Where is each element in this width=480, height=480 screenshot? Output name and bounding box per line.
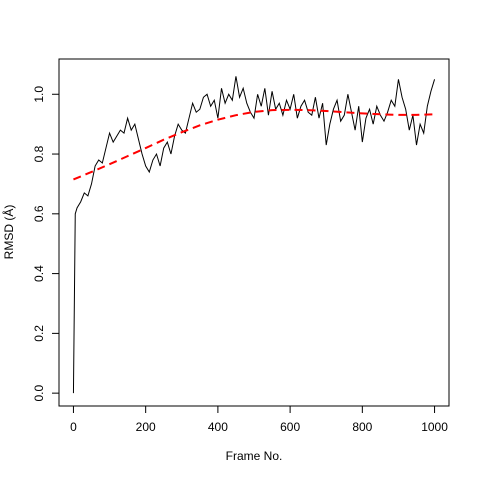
plot-frame (58, 58, 450, 407)
x-tick-label: 1000 (421, 420, 448, 434)
y-tick-label: 0.6 (32, 205, 46, 222)
x-tick-label: 200 (136, 420, 156, 434)
y-tick-label: 0.8 (32, 145, 46, 162)
data-line (73, 108, 435, 181)
x-axis-label: Frame No. (226, 449, 283, 463)
data-line (72, 76, 436, 394)
y-tick-label: 1.0 (32, 86, 46, 103)
y-tick-label: 0.0 (32, 384, 46, 401)
x-tick-label: 0 (70, 420, 77, 434)
y-axis-label: RMSD (Å) (1, 205, 16, 260)
x-tick-label: 400 (208, 420, 228, 434)
y-tick-label: 0.4 (32, 265, 46, 282)
x-tick-label: 800 (352, 420, 372, 434)
y-tick-label: 0.2 (32, 325, 46, 342)
x-tick-label: 600 (280, 420, 300, 434)
